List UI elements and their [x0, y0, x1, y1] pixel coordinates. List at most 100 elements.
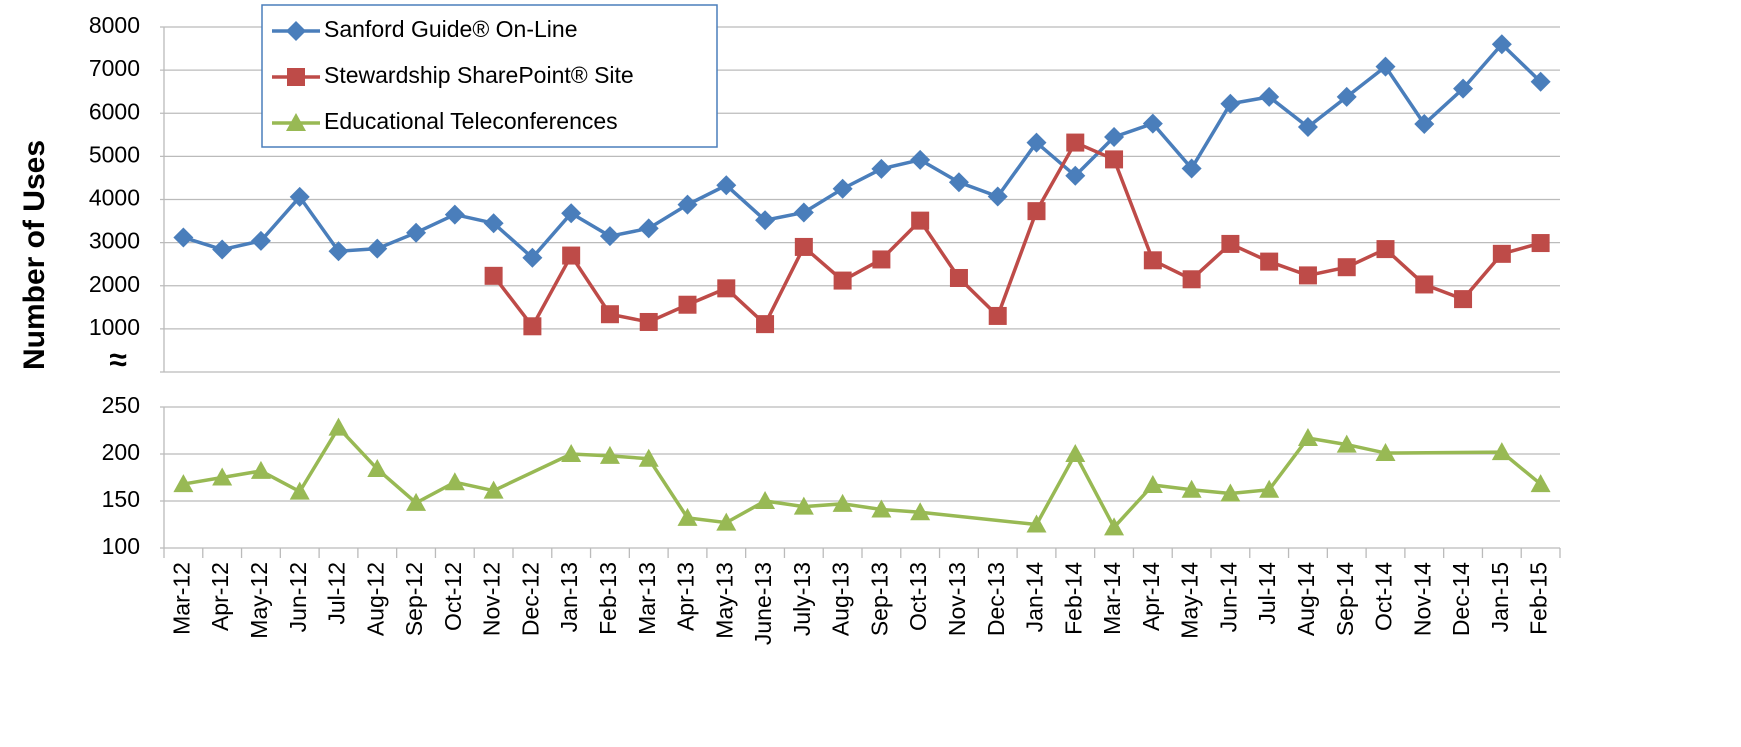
x-tick-label: Aug-14 — [1293, 562, 1319, 636]
point — [755, 491, 776, 509]
x-tick-label: Jun-14 — [1215, 562, 1241, 633]
point — [755, 210, 776, 231]
point — [173, 474, 194, 493]
point — [1182, 270, 1201, 289]
point — [286, 113, 306, 131]
x-tick-label: Oct-13 — [905, 562, 931, 631]
x-tick-label: Nov-14 — [1409, 562, 1435, 636]
point — [250, 230, 271, 251]
point — [1143, 251, 1162, 270]
point — [1530, 71, 1551, 92]
y-tick-label: 2000 — [89, 271, 140, 297]
legend-label: Educational Teleconferences — [324, 108, 618, 134]
point — [871, 158, 892, 179]
point — [717, 279, 736, 298]
point — [638, 218, 659, 239]
point — [1298, 266, 1317, 285]
x-tick-label: June-13 — [750, 562, 776, 645]
point — [1492, 244, 1511, 263]
series-line — [492, 140, 1542, 330]
x-tick-label: Nov-13 — [944, 562, 970, 636]
y-tick-label: 5000 — [89, 141, 140, 167]
x-tick-label: Jan-13 — [556, 562, 582, 632]
x-tick-label: Jun-12 — [285, 562, 311, 632]
point — [1220, 483, 1241, 502]
x-tick-label: Dec-13 — [983, 562, 1009, 636]
x-tick-label: May-14 — [1177, 562, 1203, 639]
y2-tick-label: 150 — [102, 486, 140, 512]
point — [716, 175, 737, 196]
y-tick-label: 3000 — [89, 228, 140, 254]
x-tick-label: July-13 — [789, 562, 815, 636]
point — [871, 499, 892, 518]
point — [289, 481, 310, 500]
point — [910, 502, 931, 521]
point — [638, 448, 659, 467]
point — [1454, 290, 1473, 309]
point — [328, 241, 349, 262]
point — [1065, 444, 1086, 462]
point — [1221, 234, 1240, 253]
x-tick-label: May-12 — [246, 562, 272, 639]
point — [523, 317, 542, 336]
point — [716, 512, 737, 531]
point — [987, 186, 1008, 207]
point — [173, 227, 194, 248]
point — [677, 507, 698, 526]
point — [600, 305, 619, 324]
point — [1026, 514, 1047, 533]
point — [1259, 479, 1280, 498]
x-tick-label: Apr-13 — [673, 562, 699, 631]
x-tick-label: Dec-12 — [517, 562, 543, 636]
point — [832, 178, 853, 199]
point — [562, 246, 581, 265]
point — [678, 295, 697, 314]
point — [1453, 78, 1474, 99]
point — [406, 222, 427, 243]
point — [1376, 240, 1395, 259]
point — [1375, 56, 1396, 77]
x-tick-label: Feb-15 — [1526, 562, 1552, 635]
x-tick-label: Apr-12 — [207, 562, 233, 631]
x-tick-label: Jan-15 — [1487, 562, 1513, 632]
x-tick-label: Mar-12 — [168, 562, 194, 635]
point — [599, 445, 620, 464]
point — [483, 480, 504, 499]
x-tick-label: Mar-13 — [634, 562, 660, 635]
series-line — [183, 424, 1542, 531]
point — [1181, 158, 1202, 179]
point — [988, 306, 1007, 325]
x-tick-label: Aug-12 — [362, 562, 388, 636]
point — [872, 250, 891, 269]
point — [328, 417, 349, 436]
point — [1142, 113, 1163, 134]
point — [1065, 165, 1086, 186]
y-tick-label: 1000 — [89, 314, 140, 340]
y-tick-label: 8000 — [89, 12, 140, 38]
point — [1259, 86, 1280, 107]
point — [286, 21, 306, 41]
point — [1415, 275, 1434, 294]
point — [1104, 126, 1125, 147]
point — [483, 213, 504, 234]
point — [212, 239, 233, 260]
y2-tick-label: 200 — [102, 439, 140, 465]
point — [1142, 475, 1163, 494]
axis-break: ≈ — [109, 341, 127, 377]
x-tick-label: Feb-14 — [1060, 562, 1086, 635]
point — [1491, 34, 1512, 55]
point — [367, 238, 388, 259]
point — [1297, 428, 1318, 447]
x-tick-label: Jan-14 — [1022, 562, 1048, 633]
x-tick-label: Feb-13 — [595, 562, 621, 635]
point — [639, 312, 658, 331]
point — [1027, 202, 1046, 221]
point — [289, 186, 310, 207]
point — [756, 315, 775, 334]
x-tick-label: Dec-14 — [1448, 562, 1474, 636]
point — [1530, 474, 1551, 493]
point — [911, 211, 930, 230]
point — [1336, 86, 1357, 107]
